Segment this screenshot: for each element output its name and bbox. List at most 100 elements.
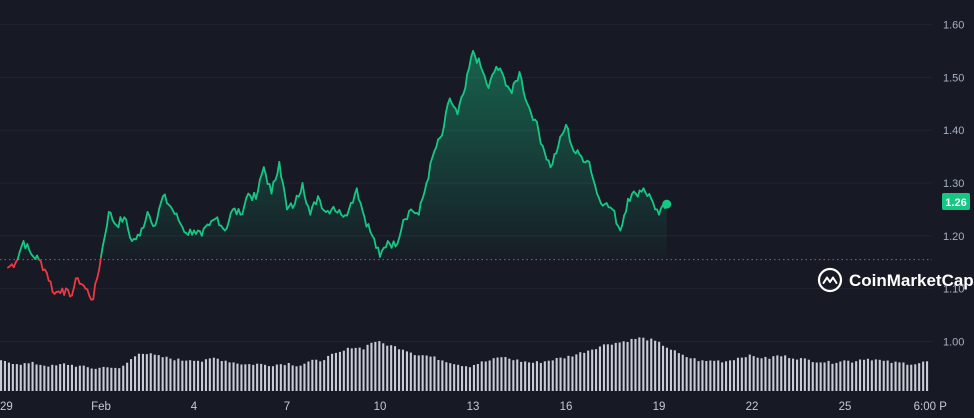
last-price-dot [662, 199, 672, 209]
price-segment [154, 217, 159, 227]
volume-bar [807, 359, 810, 391]
x-tick-label-10: 6:00 P [914, 401, 948, 413]
volume-bar [752, 356, 755, 391]
volume-bar [630, 338, 633, 391]
price-segment [274, 173, 279, 181]
price-segment [156, 208, 161, 220]
volume-bar [606, 344, 609, 391]
price-segment [619, 224, 624, 232]
volume-bar [224, 360, 227, 391]
price-segment [483, 75, 488, 85]
volume-bar [634, 339, 637, 391]
volume-bar [338, 351, 341, 391]
price-segment [598, 196, 602, 205]
volume-bar [595, 349, 598, 391]
volume-bar [764, 356, 767, 391]
price-segment [102, 235, 106, 247]
volume-bar [193, 360, 196, 391]
volume-bar [67, 365, 70, 391]
volume-bar [248, 364, 251, 391]
volume-bar [169, 358, 172, 391]
volume-bar [27, 363, 30, 391]
volume-bar [843, 360, 846, 391]
volume-bar [118, 368, 121, 391]
price-segment [555, 145, 560, 155]
price-segment [400, 219, 405, 231]
volume-bar [748, 354, 751, 391]
volume-bar [654, 340, 657, 391]
volume-bar [319, 361, 322, 391]
x-tick-label-2: 4 [191, 401, 198, 413]
price-segment [237, 208, 242, 216]
volume-bar [870, 360, 873, 391]
price-segment [63, 287, 67, 296]
y-tick-label-3: 1.30 [943, 178, 964, 190]
price-segment [541, 145, 546, 154]
volume-bar [220, 361, 223, 391]
volume-bar [208, 358, 211, 391]
price-segment [227, 211, 232, 222]
volume-bar [480, 361, 483, 391]
x-tick-label-3: 7 [284, 401, 290, 413]
volume-bar [19, 364, 22, 391]
volume-bar [638, 337, 641, 391]
volume-bar [55, 365, 58, 391]
y-tick-label-2: 1.40 [943, 125, 964, 137]
price-segment [158, 201, 163, 210]
volume-bar [776, 355, 779, 391]
volume-bar [315, 359, 318, 391]
price-segment [551, 153, 556, 166]
price-segment [355, 187, 360, 201]
volume-bar [398, 349, 401, 391]
price-segment [652, 201, 656, 211]
volume-bar [421, 355, 424, 391]
x-tick-label-6: 16 [560, 401, 573, 413]
price-segment [361, 209, 366, 219]
volume-bar [244, 364, 247, 391]
volume-bar [472, 365, 475, 391]
price-segment [109, 211, 114, 222]
x-axis-ticks: 29 Feb 4 7 10 13 16 19 22 25 6:00 P [0, 401, 947, 413]
volume-bar [311, 359, 314, 391]
volume-bar [890, 362, 893, 391]
watermark-text: CoinMarketCap [849, 271, 974, 290]
volume-bar [429, 356, 432, 391]
price-segment [76, 277, 81, 285]
volume-bar [63, 363, 66, 391]
price-segment [127, 228, 132, 239]
price-segment [255, 190, 259, 200]
price-segment [301, 182, 306, 196]
volume-bar [457, 364, 460, 391]
price-segment [359, 202, 364, 212]
volume-bar [386, 345, 389, 391]
volume-bar [433, 356, 436, 391]
volume-bar [827, 360, 830, 391]
price-segment [293, 194, 298, 206]
volume-bar [484, 361, 487, 391]
price-segment [524, 97, 529, 105]
volume-bar [201, 361, 204, 391]
volume-bar [555, 358, 558, 391]
volume-bar [658, 341, 661, 391]
volume-bar [354, 347, 357, 391]
volume-bar [137, 353, 140, 391]
volume-bar [476, 364, 479, 391]
volume-bar [449, 363, 452, 391]
volume-bar [445, 362, 448, 391]
volume-bar [732, 360, 735, 391]
volume-bar [401, 349, 404, 391]
volume-bar [51, 364, 54, 391]
volume-bar [874, 359, 877, 391]
volume-bar [23, 363, 26, 391]
volume-bar [130, 359, 133, 391]
volume-bar [228, 362, 231, 391]
volume-bar [181, 360, 184, 391]
price-segment [625, 197, 629, 213]
volume-bar [59, 364, 62, 391]
volume-bar [295, 366, 298, 391]
price-segment [536, 121, 540, 134]
price-segment [26, 243, 31, 252]
price-segment [148, 214, 153, 224]
volume-bar [614, 342, 617, 391]
volume-bar [610, 344, 613, 391]
